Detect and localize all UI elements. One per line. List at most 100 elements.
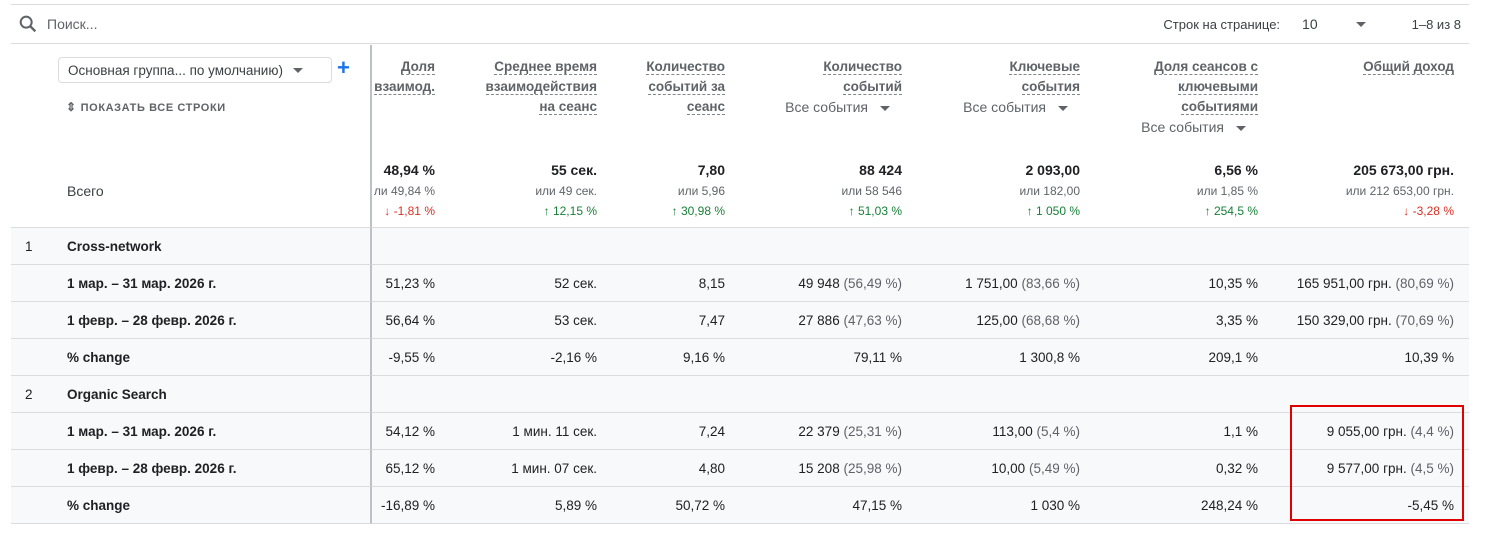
column-title-line: на сеанс bbox=[539, 99, 597, 115]
column-header[interactable]: Общий доход 205 673,00 грн. или 212 653,00… bbox=[1273, 45, 1469, 228]
empty-cell bbox=[450, 376, 612, 413]
column-title[interactable]: Среднее время взаимодействия на сеанс bbox=[485, 57, 597, 117]
empty-cell bbox=[372, 228, 450, 265]
column-header[interactable]: Ключевые события Все события 2 093,00 или 18… bbox=[917, 45, 1095, 228]
row-label-text: 1 мар. – 31 мар. 2026 г. bbox=[67, 275, 217, 291]
column-title-line: ключевыми bbox=[1178, 79, 1258, 95]
cell-value: 125,00 bbox=[976, 312, 1018, 328]
table-cell: -5,45 % bbox=[1273, 487, 1469, 524]
column-title[interactable]: Количество событий bbox=[823, 57, 902, 97]
column-title-line: Количество bbox=[646, 59, 725, 75]
highlight-box bbox=[1290, 405, 1464, 521]
column-title[interactable]: Общий доход bbox=[1363, 57, 1454, 77]
row-label-text: 1 февр. – 28 февр. 2026 г. bbox=[67, 312, 237, 328]
show-all-rows-label: ПОКАЗАТЬ ВСЕ СТРОКИ bbox=[80, 102, 226, 114]
row-label: 1 февр. – 28 февр. 2026 г. bbox=[11, 302, 372, 339]
column-title-line: Среднее время bbox=[494, 59, 597, 75]
total-compare: или 58 546 bbox=[841, 184, 902, 198]
search-input[interactable]: Поиск... bbox=[47, 16, 98, 32]
column-total: 6,56 % или 1,85 % ↑ 254,5 % bbox=[1197, 159, 1258, 221]
table-cell: 165 951,00 грн. (80,69 %) bbox=[1273, 265, 1469, 302]
table-cell: 3,35 % bbox=[1095, 302, 1273, 339]
dimension-header: Основная группа... по умолчанию) + ⇕ ПОКА… bbox=[11, 45, 372, 228]
cell-value: 10,35 % bbox=[1208, 275, 1258, 291]
cell-value: 49 948 bbox=[798, 275, 840, 291]
total-change: ↑ 254,5 % bbox=[1204, 204, 1258, 218]
cell-value: -9,55 % bbox=[388, 349, 435, 365]
table-cell: 150 329,00 грн. (70,69 %) bbox=[1273, 302, 1469, 339]
table-cell: 113,00 (5,4 %) bbox=[917, 413, 1095, 450]
total-compare: или 49 сек. bbox=[535, 184, 597, 198]
row-label-text: 1 февр. – 28 февр. 2026 г. bbox=[67, 460, 237, 476]
empty-cell bbox=[1095, 376, 1273, 413]
cell-value: 52 сек. bbox=[554, 275, 597, 291]
column-header[interactable]: Среднее время взаимодействия на сеанс 55 се… bbox=[450, 45, 612, 228]
chevron-down-icon[interactable] bbox=[1355, 21, 1366, 27]
chevron-down-icon bbox=[1236, 125, 1246, 131]
cell-share: (5,4 %) bbox=[1036, 423, 1080, 439]
column-total: 48,94 % ли 49,84 % ↓ -1,81 % bbox=[374, 159, 435, 221]
cell-value: 7,24 bbox=[698, 423, 725, 439]
total-compare: или 5,96 bbox=[677, 184, 725, 198]
cell-share: (5,49 %) bbox=[1028, 460, 1080, 476]
column-header[interactable]: Количество событий за сеанс 7,80 или 5,96 ↑ 3… bbox=[612, 45, 740, 228]
table-cell: 22 379 (25,31 %) bbox=[740, 413, 917, 450]
column-title-line: событиями bbox=[1181, 99, 1258, 115]
table-cell: 9 577,00 грн. (4,5 %) bbox=[1273, 450, 1469, 487]
column-title[interactable]: Ключевые события bbox=[1009, 57, 1080, 97]
column-header[interactable]: Доля сеансов с ключевыми событиями Все собы… bbox=[1095, 45, 1273, 228]
column-title[interactable]: Доля сеансов с ключевыми событиями bbox=[1154, 57, 1258, 117]
chevron-down-icon bbox=[1058, 105, 1068, 111]
table-cell: 10,35 % bbox=[1095, 265, 1273, 302]
dimension-selector[interactable]: Основная группа... по умолчанию) bbox=[58, 57, 332, 83]
table-cell: 9 055,00 грн. (4,4 %) bbox=[1273, 413, 1469, 450]
event-filter-select[interactable]: Все события bbox=[1141, 119, 1258, 135]
total-label: Всего bbox=[67, 183, 104, 199]
row-number: 2 bbox=[25, 386, 33, 402]
row-label: 1 мар. – 31 мар. 2026 г. bbox=[11, 265, 372, 302]
event-filter-select[interactable]: Все события bbox=[785, 99, 902, 115]
cell-value: 4,80 bbox=[698, 460, 725, 476]
chevron-down-icon bbox=[880, 105, 890, 111]
cell-value: 1 300,8 % bbox=[1019, 349, 1080, 365]
cell-value: 27 886 bbox=[798, 312, 840, 328]
total-change: ↑ 1 050 % bbox=[1026, 204, 1080, 218]
cell-share: (25,31 %) bbox=[843, 423, 902, 439]
column-header[interactable]: Количество событий Все события 88 424 или 58… bbox=[740, 45, 917, 228]
cell-value: 65,12 % bbox=[385, 460, 435, 476]
table-cell: 50,72 % bbox=[612, 487, 740, 524]
add-dimension-button[interactable]: + bbox=[337, 55, 350, 80]
column-title-line: Количество bbox=[823, 59, 902, 75]
group-row-label: 2 Organic Search bbox=[11, 376, 372, 413]
row-label: 1 февр. – 28 февр. 2026 г. bbox=[11, 450, 372, 487]
column-title-line: взаимодействия bbox=[485, 79, 597, 95]
table-cell: 49 948 (56,49 %) bbox=[740, 265, 917, 302]
cell-value: 8,15 bbox=[698, 275, 725, 291]
table-cell: 54,12 % bbox=[372, 413, 450, 450]
table-cell: 1 300,8 % bbox=[917, 339, 1095, 376]
cell-value: 1,1 % bbox=[1223, 423, 1258, 439]
column-title[interactable]: Доля взаимод. bbox=[374, 57, 435, 97]
column-title[interactable]: Количество событий за сеанс bbox=[646, 57, 725, 117]
cell-value: 248,24 % bbox=[1200, 497, 1258, 513]
total-change: ↑ 30,98 % bbox=[671, 204, 725, 218]
table-cell: 209,1 % bbox=[1095, 339, 1273, 376]
column-title-line: событий за bbox=[648, 79, 725, 95]
show-all-rows-button[interactable]: ⇕ ПОКАЗАТЬ ВСЕ СТРОКИ bbox=[66, 100, 226, 114]
column-total: 2 093,00 или 182,00 ↑ 1 050 % bbox=[1020, 159, 1080, 221]
cell-value: 1 мин. 11 сек. bbox=[512, 423, 597, 439]
cell-value: 56,64 % bbox=[385, 312, 435, 328]
rows-per-page-select[interactable]: 10 bbox=[1302, 16, 1318, 32]
event-filter-label: Все события bbox=[963, 99, 1046, 115]
total-value: 88 424 bbox=[859, 162, 902, 178]
event-filter-select[interactable]: Все события bbox=[963, 99, 1080, 115]
row-number: 1 bbox=[25, 238, 33, 254]
search-icon[interactable] bbox=[17, 13, 39, 35]
event-filter-label: Все события bbox=[785, 99, 868, 115]
cell-value: 150 329,00 грн. bbox=[1296, 312, 1392, 328]
table-cell: 7,47 bbox=[612, 302, 740, 339]
cell-value: 1 751,00 bbox=[965, 275, 1018, 291]
column-header[interactable]: Доля взаимод. 48,94 % ли 49,84 % ↓ -1,81 % bbox=[372, 45, 450, 228]
cell-value: 10,00 bbox=[991, 460, 1026, 476]
total-value: 6,56 % bbox=[1214, 162, 1258, 178]
